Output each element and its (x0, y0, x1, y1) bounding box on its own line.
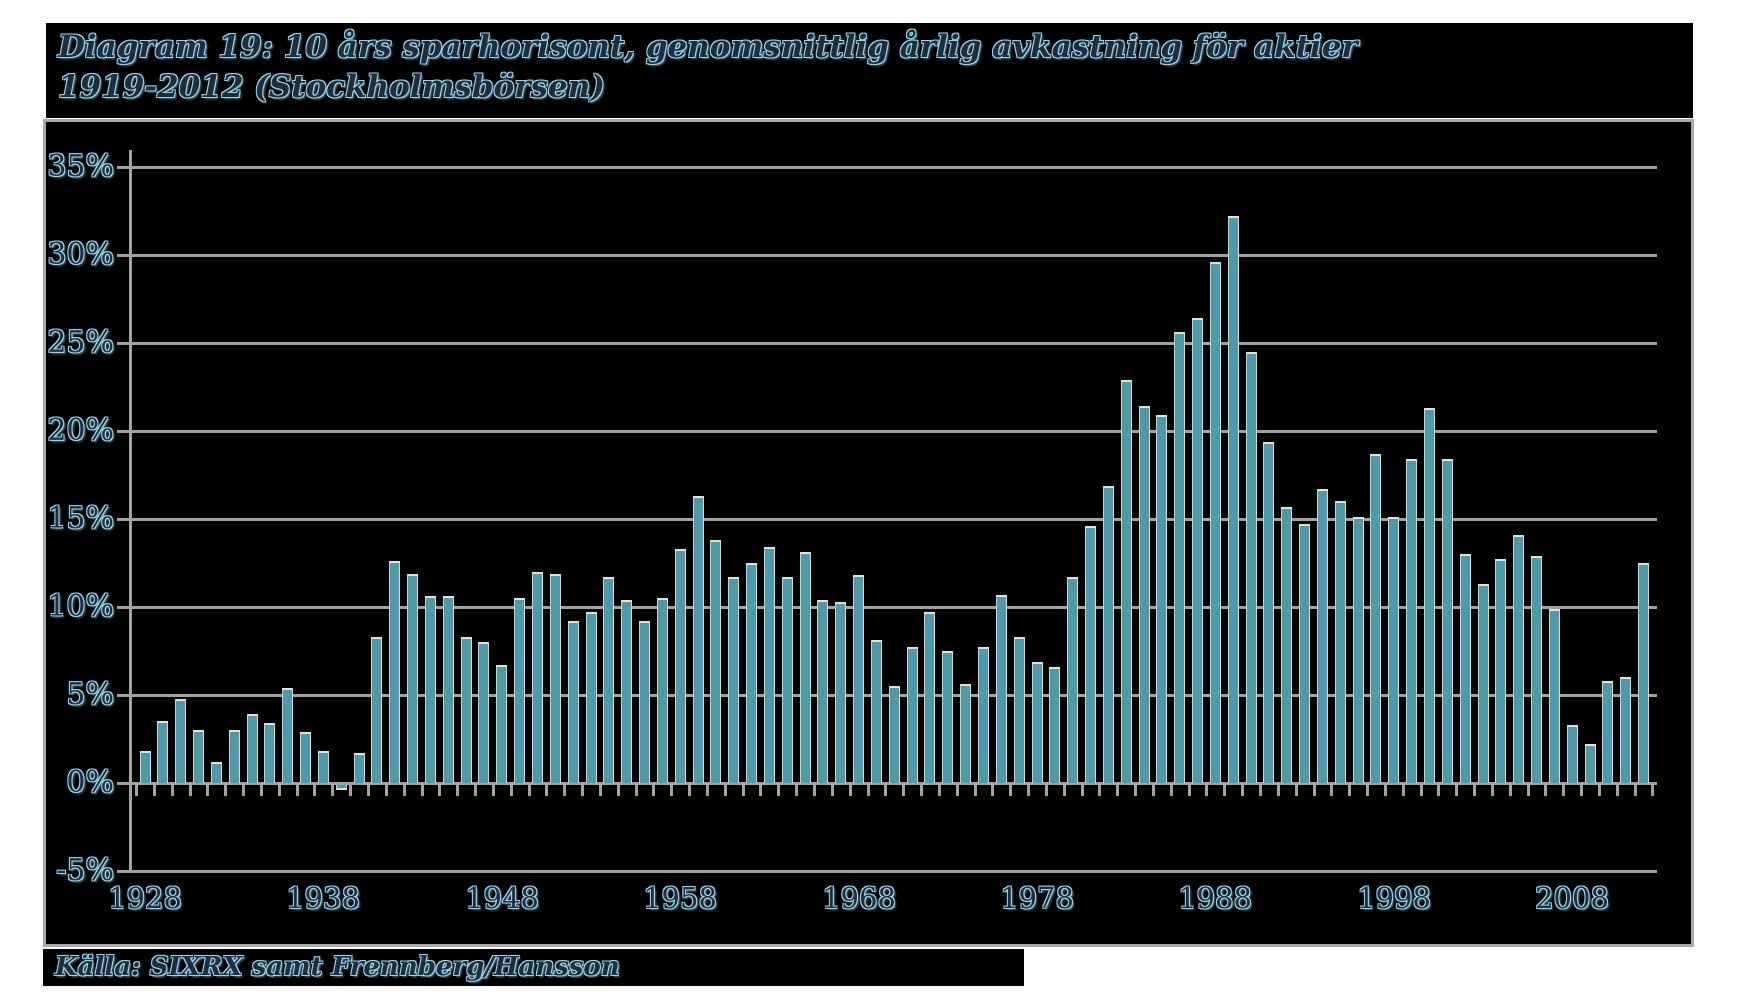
source-label: Källa: SIXRX samt Frennberg/Hansson (55, 952, 620, 982)
chart-title-line2: 1919-2012 (Stockholmsbörsen) (58, 69, 605, 105)
chart-title-line1: Diagram 19: 10 års sparhorisont, genomsn… (58, 29, 1358, 65)
plot-panel (43, 119, 1694, 947)
chart-title-bar: Diagram 19: 10 års sparhorisont, genomsn… (46, 23, 1693, 118)
source-bar: Källa: SIXRX samt Frennberg/Hansson (43, 949, 1024, 986)
